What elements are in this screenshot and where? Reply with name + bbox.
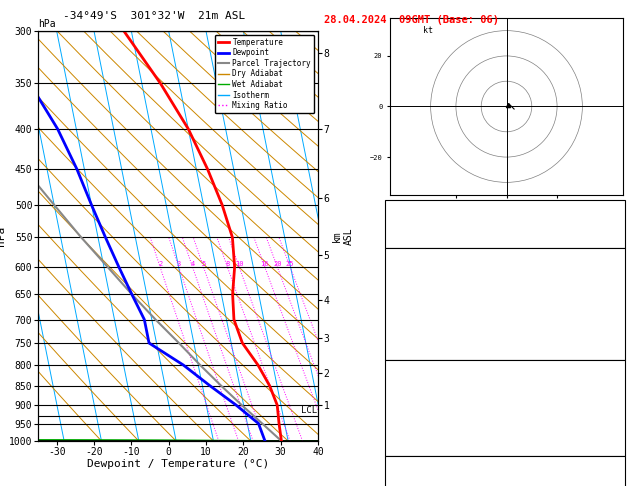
Text: 10: 10 xyxy=(235,261,243,267)
Text: 0: 0 xyxy=(616,347,622,357)
Text: 20: 20 xyxy=(610,315,622,325)
Y-axis label: hPa: hPa xyxy=(0,226,6,246)
Text: 0: 0 xyxy=(616,427,622,437)
Text: CIN (J): CIN (J) xyxy=(388,347,432,357)
Text: Hodograph: Hodograph xyxy=(477,459,533,469)
Text: K: K xyxy=(388,203,394,213)
Text: Surface: Surface xyxy=(483,251,527,261)
Text: 0: 0 xyxy=(616,331,622,341)
Text: θc(K): θc(K) xyxy=(388,299,420,309)
Text: 25: 25 xyxy=(286,261,294,267)
Text: kt: kt xyxy=(423,26,433,35)
Text: 8.2: 8.2 xyxy=(603,267,622,277)
Text: 8: 8 xyxy=(225,261,230,267)
Text: 16: 16 xyxy=(610,475,622,485)
Text: © weatheronline.co.uk: © weatheronline.co.uk xyxy=(448,472,562,481)
Text: LCL: LCL xyxy=(301,406,317,415)
Text: CAPE (J): CAPE (J) xyxy=(388,427,438,437)
Text: 3: 3 xyxy=(177,261,181,267)
Text: -34°49'S  301°32'W  21m ASL: -34°49'S 301°32'W 21m ASL xyxy=(63,11,245,21)
Text: Dewp (°C): Dewp (°C) xyxy=(388,283,445,293)
Text: Most Unstable: Most Unstable xyxy=(464,363,545,373)
Text: 3.8: 3.8 xyxy=(603,283,622,293)
Text: 0: 0 xyxy=(616,443,622,453)
Y-axis label: km
ASL: km ASL xyxy=(332,227,353,245)
Text: Totals Totals: Totals Totals xyxy=(388,219,469,229)
Text: CIN (J): CIN (J) xyxy=(388,443,432,453)
Text: Temp (°C): Temp (°C) xyxy=(388,267,445,277)
Text: 4: 4 xyxy=(191,261,195,267)
Text: Lifted Index: Lifted Index xyxy=(388,411,463,421)
Legend: Temperature, Dewpoint, Parcel Trajectory, Dry Adiabat, Wet Adiabat, Isotherm, Mi: Temperature, Dewpoint, Parcel Trajectory… xyxy=(215,35,314,113)
Text: 750: 750 xyxy=(603,379,622,389)
Text: hPa: hPa xyxy=(38,18,55,29)
Text: EH: EH xyxy=(388,475,401,485)
Text: -51: -51 xyxy=(603,203,622,213)
Text: 298: 298 xyxy=(603,395,622,405)
Text: 15: 15 xyxy=(610,219,622,229)
Text: CAPE (J): CAPE (J) xyxy=(388,331,438,341)
Text: 46: 46 xyxy=(610,411,622,421)
Text: 28.04.2024  09GMT (Base: 06): 28.04.2024 09GMT (Base: 06) xyxy=(325,15,499,25)
Text: Pressure (mb): Pressure (mb) xyxy=(388,379,469,389)
Text: Lifted Index: Lifted Index xyxy=(388,315,463,325)
Text: 294: 294 xyxy=(603,299,622,309)
Text: θc (K): θc (K) xyxy=(388,395,426,405)
Text: 0.48: 0.48 xyxy=(597,235,622,245)
X-axis label: Dewpoint / Temperature (°C): Dewpoint / Temperature (°C) xyxy=(87,459,269,469)
Text: 16: 16 xyxy=(260,261,269,267)
Text: 5: 5 xyxy=(201,261,206,267)
Text: 20: 20 xyxy=(273,261,282,267)
Text: PW (cm): PW (cm) xyxy=(388,235,432,245)
Text: 2: 2 xyxy=(158,261,162,267)
